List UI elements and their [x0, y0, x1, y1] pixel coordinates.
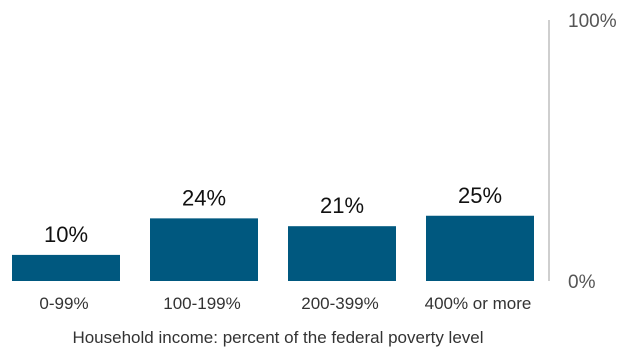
category-label-1: 100-199% [163, 294, 241, 313]
category-label-3: 400% or more [425, 294, 532, 313]
bars-group [12, 215, 534, 281]
y-tick-label-0: 0% [568, 272, 596, 293]
bar-3 [426, 215, 534, 281]
category-label-0: 0-99% [39, 294, 88, 313]
category-labels: 0-99% 100-199% 200-399% 400% or more [39, 294, 531, 313]
bar-value-labels: 10% 24% 21% 25% [44, 183, 502, 247]
bar-value-label-2: 21% [320, 193, 364, 218]
y-axis-tick-labels: 0% 100% [568, 11, 617, 293]
x-axis-title: Household income: percent of the federal… [72, 328, 483, 347]
bar-2 [288, 226, 396, 281]
bar-value-label-0: 10% [44, 222, 88, 247]
bar-value-label-1: 24% [182, 185, 226, 210]
bar-value-label-3: 25% [458, 183, 502, 208]
bar-0 [12, 254, 120, 281]
y-tick-label-1: 100% [568, 11, 617, 32]
category-label-2: 200-399% [301, 294, 379, 313]
bar-1 [150, 218, 258, 281]
